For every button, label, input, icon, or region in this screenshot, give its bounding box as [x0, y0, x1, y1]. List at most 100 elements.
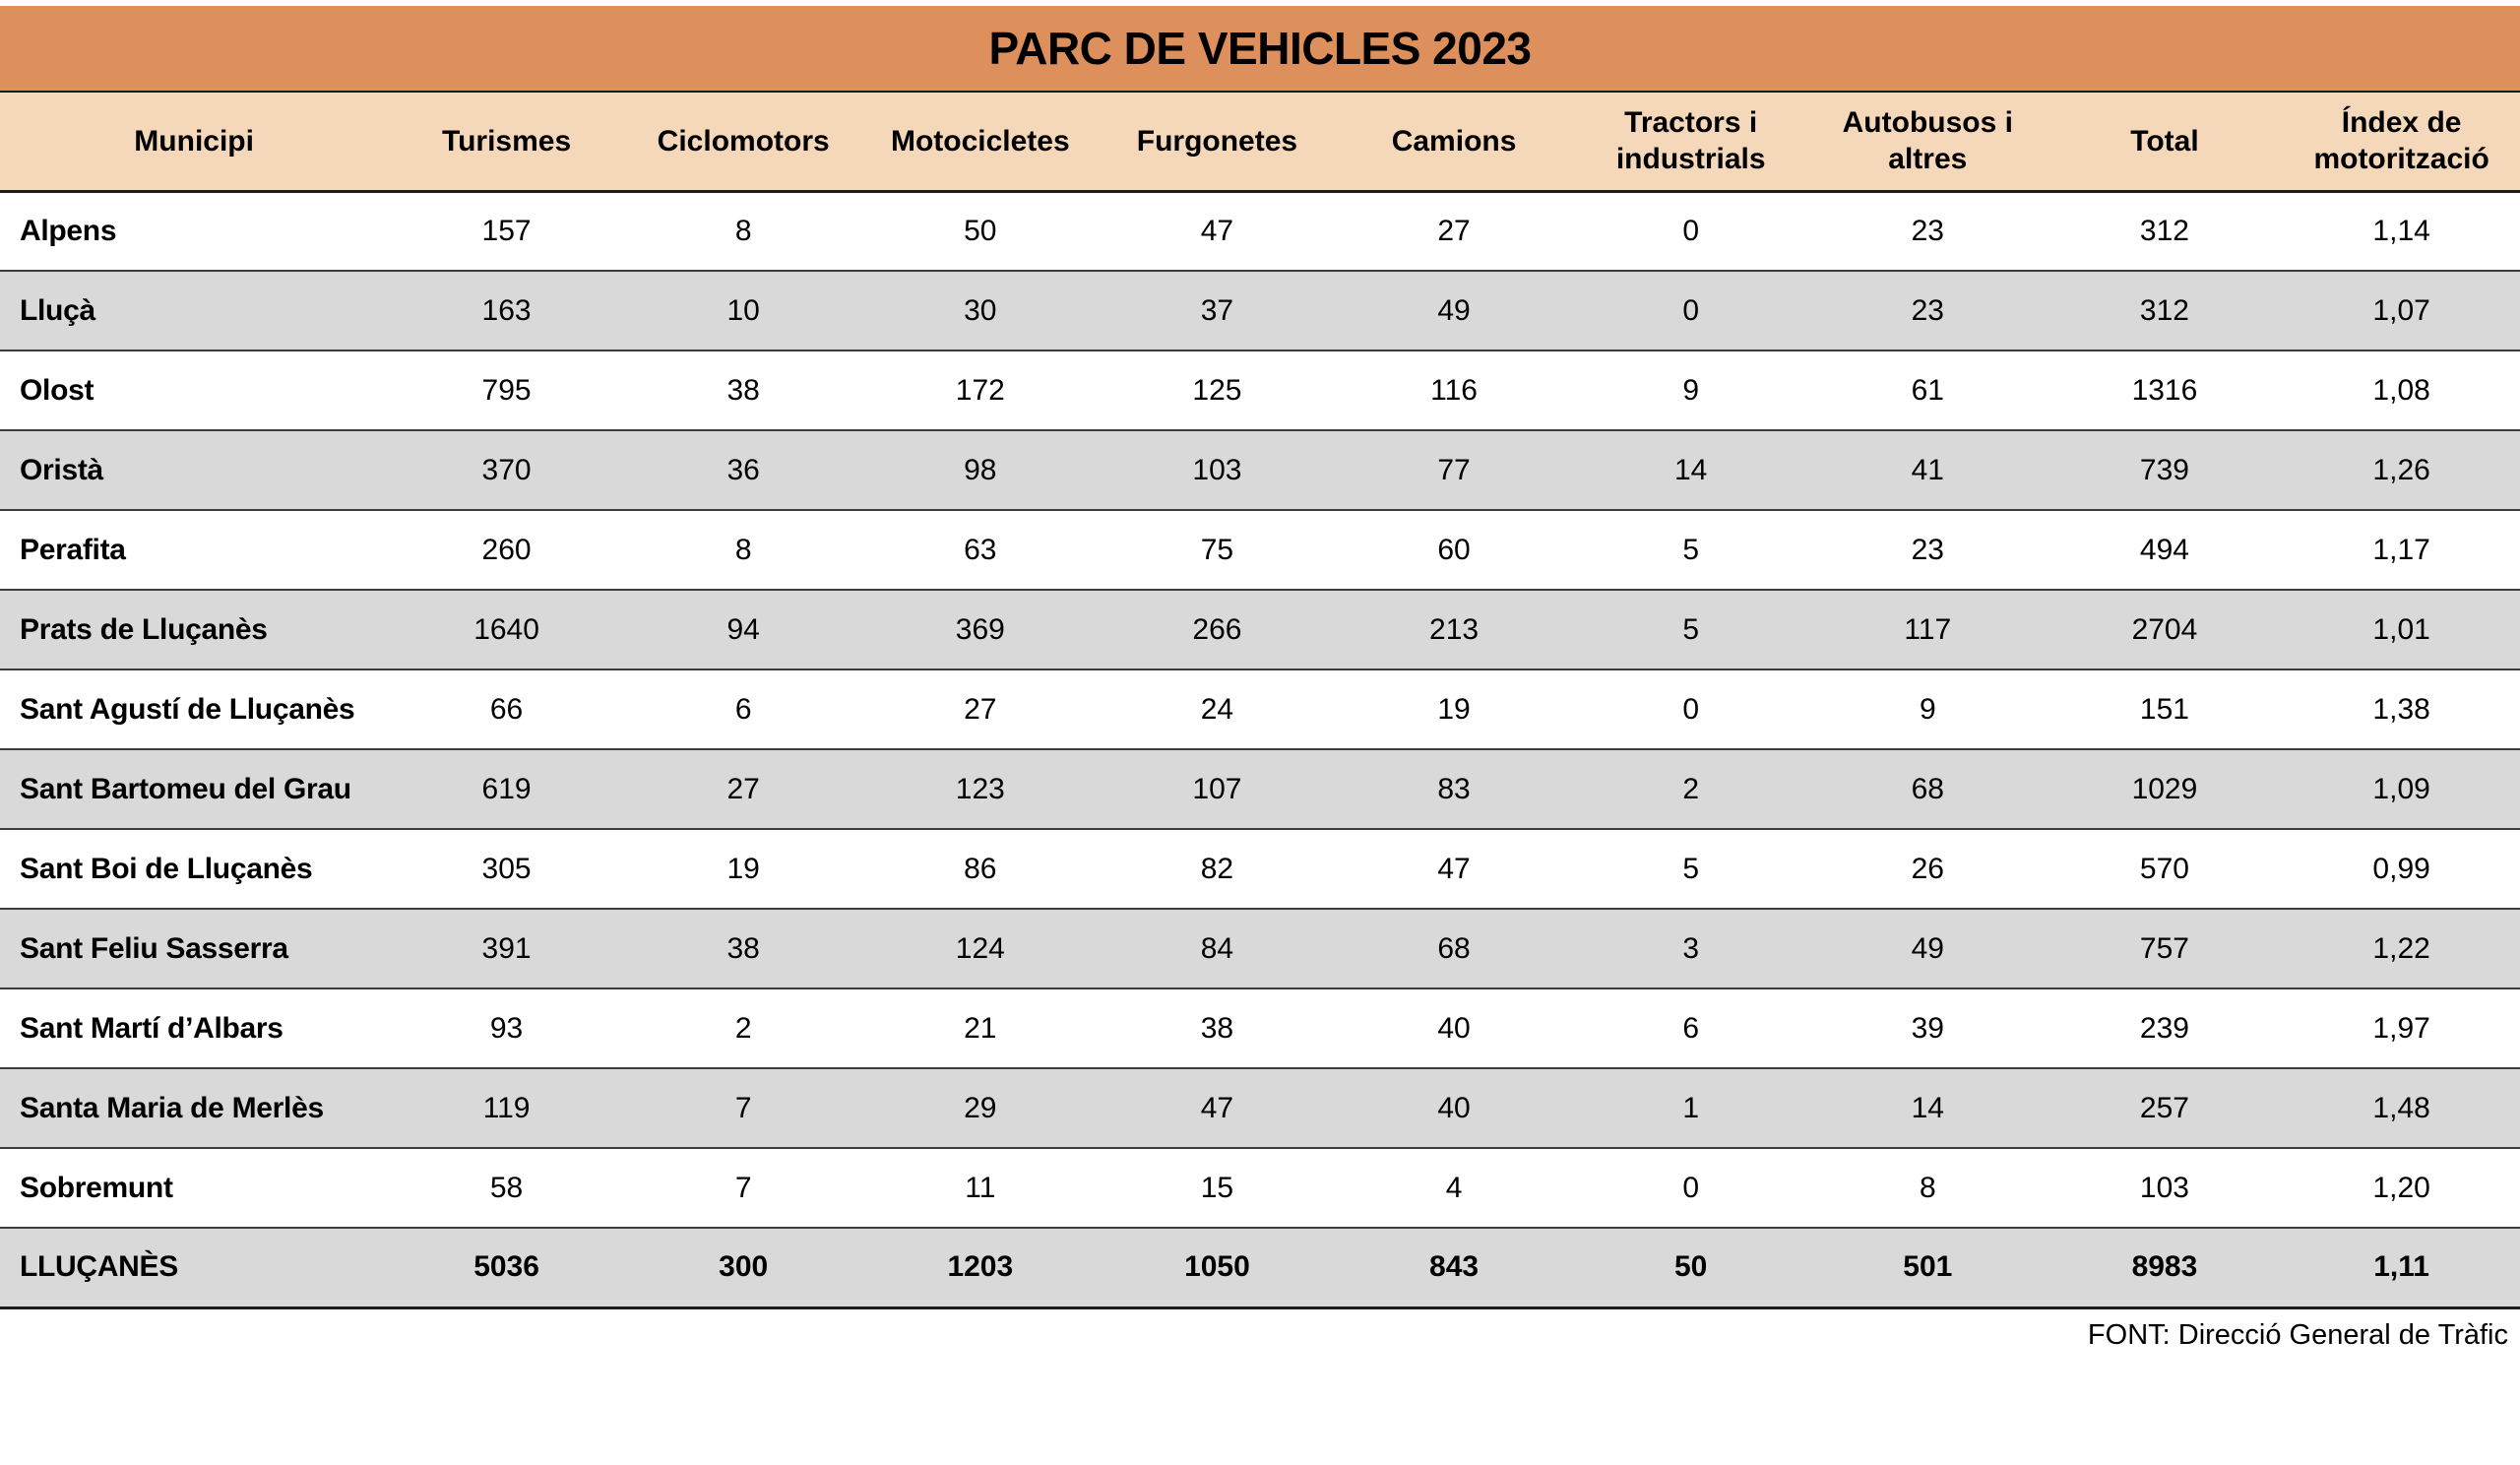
value-cell: 0 — [1572, 191, 1809, 271]
municipality-name-cell: Sant Agustí de Lluçanès — [0, 669, 389, 749]
table-row: Sant Feliu Sasserra 391 38 124 84 68 3 49 757 1,2… — [0, 908, 2520, 988]
table-row: Sant Bartomeu del Grau 619 27 123 107 83 2 68 10… — [0, 748, 2520, 829]
municipality-name-cell: Sant Boi de Lluçanès — [0, 828, 389, 909]
value-cell: 14 — [1809, 1067, 2047, 1148]
municipality-name-cell: Perafita — [0, 509, 389, 590]
column-header: Autobusos i altres — [1809, 93, 2047, 193]
value-cell: 24 — [1099, 669, 1336, 749]
value-cell: 0 — [1572, 669, 1809, 749]
value-cell: 103 — [1099, 429, 1336, 510]
value-cell: 23 — [1809, 270, 2047, 350]
table-row: Oristà 370 36 98 103 77 14 41 739 1,26 — [0, 429, 2520, 510]
table-row: Lluçà 163 10 30 37 49 0 23 312 1,07 — [0, 270, 2520, 350]
value-cell: 27 — [861, 669, 1100, 749]
value-cell: 391 — [388, 908, 625, 988]
value-cell: 370 — [388, 429, 625, 510]
table-header: Municipi Turismes Ciclomotors Motocicletes F… — [0, 93, 2520, 193]
value-cell: 2704 — [2046, 589, 2284, 669]
value-cell: 9 — [1809, 669, 2047, 749]
value-cell: 163 — [388, 270, 625, 350]
value-cell: 2 — [1572, 748, 1809, 829]
column-header: Tractors i industrials — [1572, 93, 1809, 193]
table-row: Sant Martí d’Albars 93 2 21 38 40 6 39 239 1,97 — [0, 987, 2520, 1068]
value-cell: 21 — [861, 987, 1100, 1068]
table-row: Sant Boi de Lluçanès 305 19 86 82 47 5 26 570 0,9… — [0, 828, 2520, 909]
value-cell: 124 — [861, 908, 1100, 988]
value-cell: 125 — [1099, 350, 1336, 430]
table-row: Olost 795 38 172 125 116 9 61 1316 1,08 — [0, 350, 2520, 430]
column-header: Camions — [1335, 93, 1573, 193]
value-cell: 1050 — [1099, 1227, 1336, 1309]
value-cell: 312 — [2046, 191, 2284, 271]
municipality-name-cell: Lluçà — [0, 270, 389, 350]
value-cell: 260 — [388, 509, 625, 590]
value-cell: 36 — [624, 429, 862, 510]
value-cell: 23 — [1809, 191, 2047, 271]
page: PARC DE VEHICLES 2023 Municipi Turismes Ci… — [0, 6, 2520, 1465]
table-row: Perafita 260 8 63 75 60 5 23 494 1,17 — [0, 509, 2520, 590]
value-cell: 757 — [2046, 908, 2284, 988]
value-cell: 6 — [624, 669, 862, 749]
value-cell: 1,11 — [2283, 1227, 2520, 1309]
value-cell: 40 — [1335, 987, 1573, 1068]
value-cell: 19 — [1335, 669, 1573, 749]
value-cell: 14 — [1572, 429, 1809, 510]
value-cell: 107 — [1099, 748, 1336, 829]
value-cell: 49 — [1335, 270, 1573, 350]
value-cell: 9 — [1572, 350, 1809, 430]
value-cell: 47 — [1099, 191, 1336, 271]
table-body: Alpens 157 8 50 47 27 0 23 312 1,14 Lluçà 163 10 30 37… — [0, 191, 2520, 1309]
value-cell: 83 — [1335, 748, 1573, 829]
value-cell: 3 — [1572, 908, 1809, 988]
table-row: Sobremunt 58 7 11 15 4 0 8 103 1,20 — [0, 1147, 2520, 1228]
value-cell: 5 — [1572, 828, 1809, 909]
value-cell: 6 — [1572, 987, 1809, 1068]
value-cell: 843 — [1335, 1227, 1573, 1309]
value-cell: 26 — [1809, 828, 2047, 909]
value-cell: 266 — [1099, 589, 1336, 669]
value-cell: 369 — [861, 589, 1100, 669]
value-cell: 5036 — [388, 1227, 625, 1309]
municipality-name-cell: Olost — [0, 350, 389, 430]
value-cell: 27 — [1335, 191, 1573, 271]
value-cell: 50 — [1572, 1227, 1809, 1309]
table-row: Prats de Lluçanès 1640 94 369 266 213 5 117 2704… — [0, 589, 2520, 669]
column-header: Motocicletes — [861, 93, 1100, 193]
value-cell: 0,99 — [2283, 828, 2520, 909]
column-header: Total — [2046, 93, 2284, 193]
value-cell: 1,01 — [2283, 589, 2520, 669]
value-cell: 795 — [388, 350, 625, 430]
value-cell: 305 — [388, 828, 625, 909]
value-cell: 1,17 — [2283, 509, 2520, 590]
value-cell: 38 — [1099, 987, 1336, 1068]
value-cell: 103 — [2046, 1147, 2284, 1228]
value-cell: 15 — [1099, 1147, 1336, 1228]
value-cell: 213 — [1335, 589, 1573, 669]
value-cell: 8 — [624, 191, 862, 271]
value-cell: 93 — [388, 987, 625, 1068]
column-header: Municipi — [0, 93, 389, 193]
municipality-name-cell: Oristà — [0, 429, 389, 510]
value-cell: 1,08 — [2283, 350, 2520, 430]
value-cell: 47 — [1099, 1067, 1336, 1148]
value-cell: 40 — [1335, 1067, 1573, 1148]
value-cell: 41 — [1809, 429, 2047, 510]
value-cell: 1 — [1572, 1067, 1809, 1148]
value-cell: 117 — [1809, 589, 2047, 669]
value-cell: 1,26 — [2283, 429, 2520, 510]
value-cell: 86 — [861, 828, 1100, 909]
value-cell: 7 — [624, 1067, 862, 1148]
value-cell: 172 — [861, 350, 1100, 430]
value-cell: 116 — [1335, 350, 1573, 430]
value-cell: 38 — [624, 350, 862, 430]
value-cell: 5 — [1572, 589, 1809, 669]
value-cell: 1,97 — [2283, 987, 2520, 1068]
value-cell: 1640 — [388, 589, 625, 669]
value-cell: 2 — [624, 987, 862, 1068]
table-title: PARC DE VEHICLES 2023 — [988, 23, 1532, 74]
value-cell: 29 — [861, 1067, 1100, 1148]
value-cell: 119 — [388, 1067, 625, 1148]
value-cell: 10 — [624, 270, 862, 350]
value-cell: 739 — [2046, 429, 2284, 510]
value-cell: 1,22 — [2283, 908, 2520, 988]
